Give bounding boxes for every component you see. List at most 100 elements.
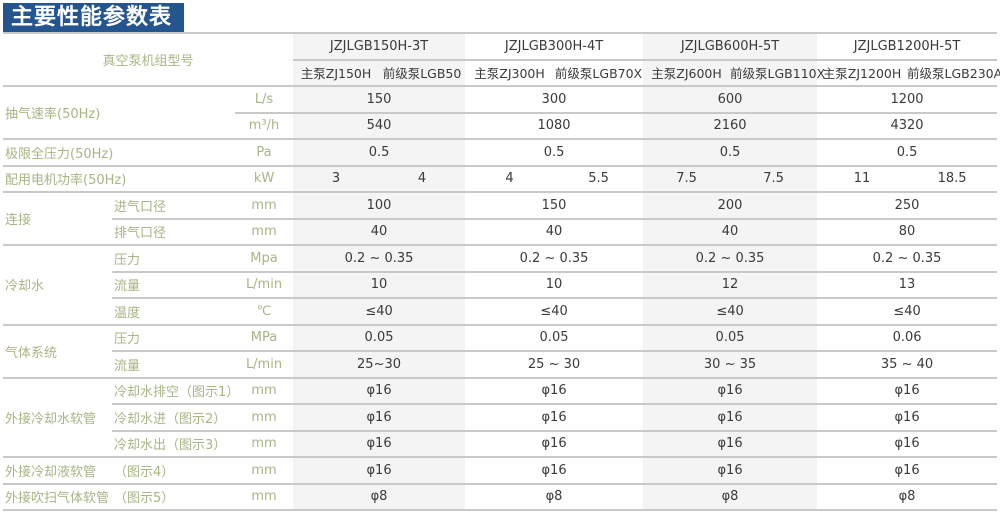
cell-value: φ16 <box>465 377 644 405</box>
cell-value: 0.5 <box>465 139 644 167</box>
row-unit: mm <box>235 404 294 432</box>
row-sub-label: 冷却水出（图示3） <box>112 430 235 458</box>
cell-value: φ16 <box>643 404 818 432</box>
cell-value: 25~30 <box>293 351 466 379</box>
row-sub-label: 压力 <box>112 324 235 352</box>
cell-value: φ16 <box>465 430 644 458</box>
cell-value: 4 <box>465 165 555 193</box>
row-group-label: 极限全压力(50Hz) <box>3 139 235 167</box>
fore-pump: 前级泵LGB230A <box>907 59 1000 87</box>
spec-table: 真空泵机组型号 JZJLGB150H-3T JZJLGB300H-4T JZJL… <box>3 32 1000 511</box>
table-row: 外接冷却液软管 （图示4） mm φ16 φ16 φ16 φ16 <box>3 457 998 485</box>
cell-value: 3 <box>293 165 380 193</box>
cell-value: φ16 <box>817 404 998 432</box>
cell-value: 12 <box>643 271 818 299</box>
row-group-label: 连接 <box>3 192 112 246</box>
fore-pump: 前级泵LGB70X <box>554 59 644 87</box>
table-row: 抽气速率(50Hz) L/s 150 300 600 1200 <box>3 86 998 140</box>
table-row: 气体系统 压力 MPa 0.05 0.05 0.05 0.06 <box>3 324 998 379</box>
cell-value: ≤40 <box>817 298 998 326</box>
table-row: 冷却水进（图示2） mm φ16 φ16 φ16 φ16 <box>3 404 998 432</box>
cell-value: 13 <box>817 271 998 299</box>
fore-pump: 前级泵LGB50 <box>379 59 466 87</box>
main-pump: 主泵ZJ300H <box>465 59 555 87</box>
header-row-models: 真空泵机组型号 JZJLGB150H-3T JZJLGB300H-4T JZJL… <box>3 32 998 87</box>
cell-value: 100 <box>293 192 466 220</box>
cell-value: φ16 <box>465 404 644 432</box>
cell-value: 0.05 <box>643 324 818 352</box>
model-name: JZJLGB150H-3T <box>293 32 466 61</box>
main-pump: 主泵ZJ150H <box>293 59 380 87</box>
table-row: 流量 L/min 25~30 25 ~ 30 30 ~ 35 35 ~ 40 <box>3 351 998 379</box>
row-sub-label: （图示4） <box>112 457 235 485</box>
row-group-label: 抽气速率(50Hz) <box>3 86 235 140</box>
row-unit: L/s <box>235 86 294 114</box>
main-pump: 主泵ZJ1200H <box>817 59 908 87</box>
cell-value: 300 <box>465 86 644 114</box>
cell-value: 540 <box>293 112 466 140</box>
cell-value: φ8 <box>465 483 644 511</box>
row-sub-label: 压力 <box>112 245 235 273</box>
cell-value: φ16 <box>643 430 818 458</box>
cell-value: 4 <box>379 165 466 193</box>
cell-value: 40 <box>465 218 644 246</box>
row-unit: m³/h <box>235 112 294 140</box>
cell-value: 1200 <box>817 86 998 114</box>
cell-value: 150 <box>293 86 466 114</box>
row-sub-label: 冷却水排空（图示1） <box>112 377 239 405</box>
cell-value: 18.5 <box>907 165 998 193</box>
cell-value: 25 ~ 30 <box>465 351 644 379</box>
row-sub-label: 排气口径 <box>112 218 235 246</box>
cell-value: 40 <box>643 218 818 246</box>
row-unit: mm <box>235 377 294 405</box>
row-group-label: 冷却水 <box>3 245 112 326</box>
row-unit: mm <box>235 430 294 458</box>
row-sub-label: （图示5） <box>112 483 235 511</box>
model-name: JZJLGB300H-4T <box>465 32 644 61</box>
cell-value: 2160 <box>643 112 818 140</box>
row-unit: mm <box>235 218 294 246</box>
cell-value: 7.5 <box>730 165 818 193</box>
cell-value: 0.2 ~ 0.35 <box>643 245 818 273</box>
cell-value: φ8 <box>817 483 998 511</box>
cell-value: 40 <box>293 218 466 246</box>
page-title: 主要性能参数表 <box>3 3 184 32</box>
cell-value: 35 ~ 40 <box>817 351 998 379</box>
model-name: JZJLGB1200H-5T <box>817 32 998 61</box>
row-unit: mm <box>235 483 294 511</box>
row-sub-label: 流量 <box>112 351 235 379</box>
cell-value: φ16 <box>293 404 466 432</box>
cell-value: 0.05 <box>465 324 644 352</box>
cell-value: ≤40 <box>293 298 466 326</box>
cell-value: 0.05 <box>293 324 466 352</box>
cell-value: 0.2 ~ 0.35 <box>817 245 998 273</box>
cell-value: 150 <box>465 192 644 220</box>
cell-value: 30 ~ 35 <box>643 351 818 379</box>
row-group-label: 外接冷却水软管 <box>3 377 112 458</box>
header-label: 真空泵机组型号 <box>3 32 294 87</box>
cell-value: φ16 <box>293 377 466 405</box>
cell-value: ≤40 <box>643 298 818 326</box>
row-sub-label: 流量 <box>112 271 235 299</box>
row-sub-label: 温度 <box>112 298 235 326</box>
cell-value: φ16 <box>643 457 818 485</box>
cell-value: φ8 <box>293 483 466 511</box>
row-unit: L/min <box>235 351 294 379</box>
row-group-label: 配用电机功率(50Hz) <box>3 165 235 193</box>
main-pump: 主泵ZJ600H <box>643 59 731 87</box>
fore-pump: 前级泵LGB110X <box>730 59 825 87</box>
cell-value: 1080 <box>465 112 644 140</box>
cell-value: φ16 <box>293 457 466 485</box>
model-name: JZJLGB600H-5T <box>643 32 818 61</box>
row-unit: mm <box>235 457 294 485</box>
cell-value: φ16 <box>817 430 998 458</box>
cell-value: φ16 <box>817 457 998 485</box>
cell-value: 10 <box>293 271 466 299</box>
cell-value: ≤40 <box>465 298 644 326</box>
header-row-pumps: 主泵ZJ150H 前级泵LGB50 主泵ZJ300H 前级泵LGB70X 主泵Z… <box>3 59 1000 87</box>
cell-value: 0.06 <box>817 324 998 352</box>
row-unit: ℃ <box>235 298 294 326</box>
cell-value: 0.5 <box>817 139 998 167</box>
row-unit: Mpa <box>235 245 294 273</box>
cell-value: 200 <box>643 192 818 220</box>
